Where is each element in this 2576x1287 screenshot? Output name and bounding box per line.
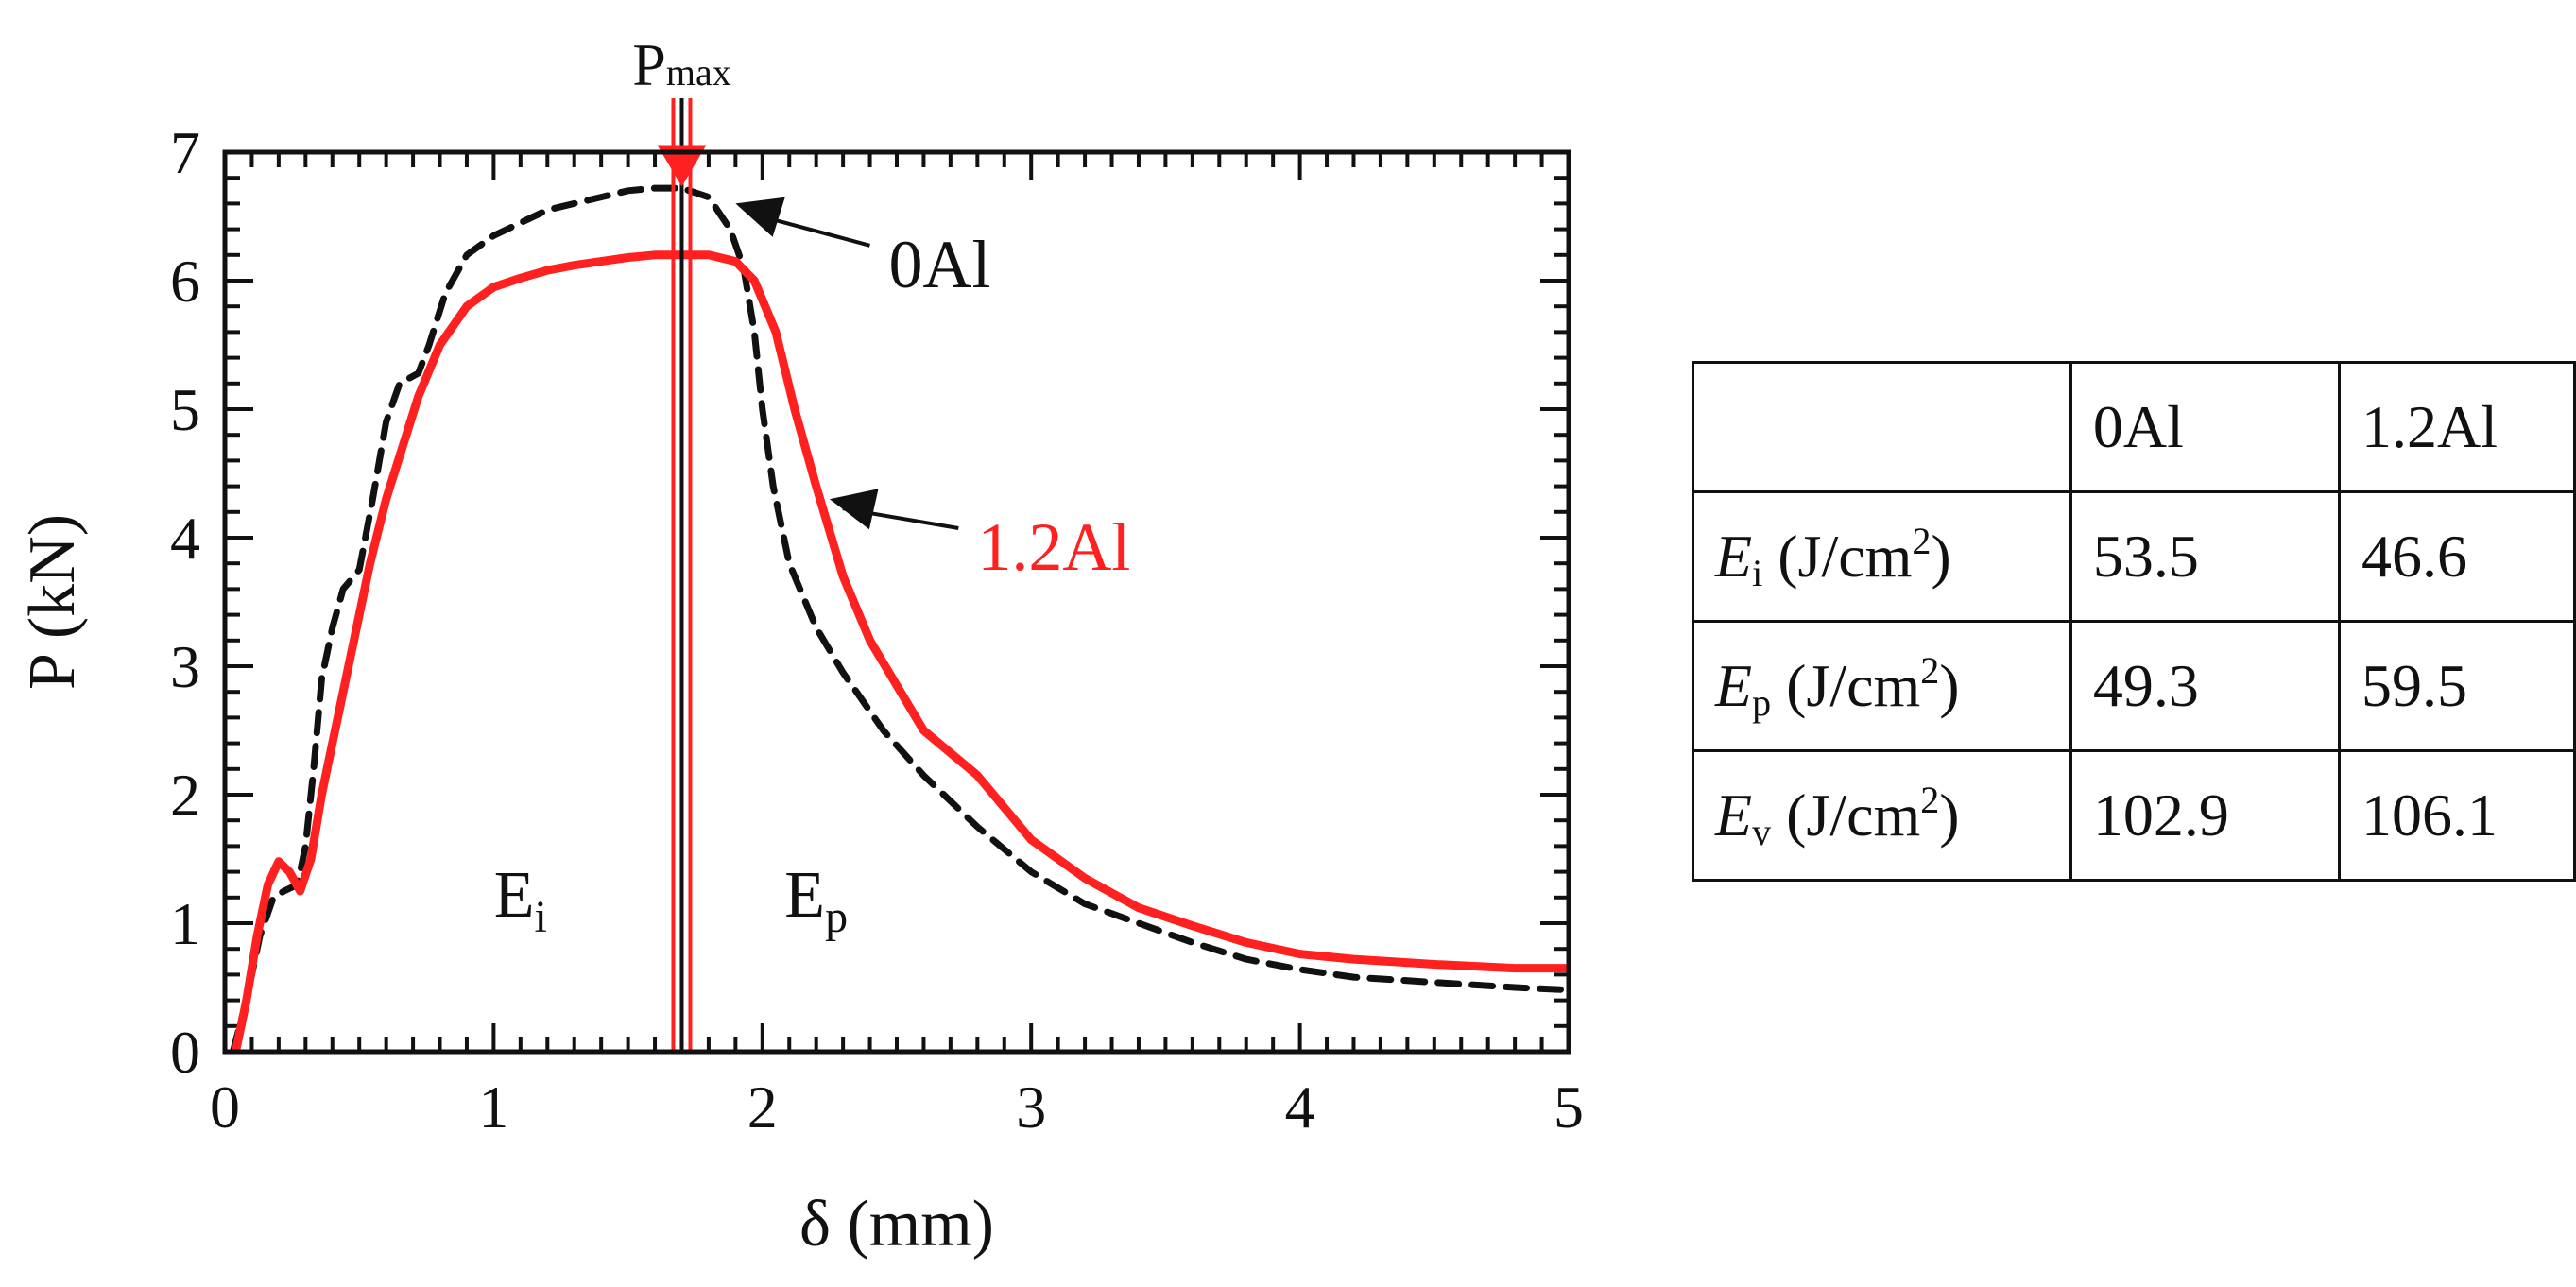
series-0al-line bbox=[230, 184, 1569, 1052]
x-tick-label: 4 bbox=[1285, 1073, 1315, 1141]
energy-subscript: p bbox=[1752, 681, 1772, 724]
energy-table: 0Al 1.2Al Ei (J/cm2) 53.5 46.6 Ep (J/cm2… bbox=[1692, 361, 2576, 882]
unit-close: ) bbox=[1939, 652, 1960, 719]
energy-unit: (J/cm bbox=[1771, 652, 1921, 719]
table-header-0al: 0Al bbox=[2069, 361, 2342, 493]
x-tick-label: 5 bbox=[1554, 1073, 1584, 1141]
series-label-12al: 1.2Al bbox=[977, 509, 1130, 585]
table-row: Ep (J/cm2) 49.3 59.5 bbox=[1692, 620, 2576, 752]
y-tick-label: 1 bbox=[170, 890, 200, 957]
unit-superscript: 2 bbox=[1920, 649, 1940, 692]
energy-symbol: E bbox=[1715, 523, 1753, 590]
table-header-corner bbox=[1692, 361, 2072, 493]
series-label-0al: 0Al bbox=[888, 227, 990, 302]
x-tick-label: 2 bbox=[747, 1073, 778, 1141]
unit-close: ) bbox=[1939, 781, 1960, 849]
y-tick-label: 0 bbox=[170, 1019, 200, 1086]
y-tick-label: 3 bbox=[170, 633, 200, 700]
pmax-arrow-marker bbox=[657, 145, 707, 187]
table-header-row: 0Al 1.2Al bbox=[1692, 361, 2576, 493]
energy-unit: (J/cm bbox=[1771, 781, 1921, 849]
energy-symbol: E bbox=[1715, 652, 1753, 719]
table-header-12al: 1.2Al bbox=[2338, 361, 2576, 493]
table-row: Ei (J/cm2) 53.5 46.6 bbox=[1692, 490, 2576, 623]
cell-ei-12al: 46.6 bbox=[2338, 490, 2576, 623]
unit-close: ) bbox=[1931, 523, 1951, 590]
series-label-12al-arrow-head bbox=[829, 489, 879, 530]
y-tick-label: 2 bbox=[170, 762, 200, 829]
y-axis-title: P (kN) bbox=[16, 514, 89, 690]
cell-ep-0al: 49.3 bbox=[2069, 620, 2342, 752]
y-tick-label: 7 bbox=[170, 119, 200, 186]
x-tick-label: 1 bbox=[478, 1073, 508, 1141]
unit-superscript: 2 bbox=[1912, 520, 1932, 562]
energy-subscript: v bbox=[1752, 811, 1772, 853]
region-label-ei: Ei bbox=[494, 859, 547, 942]
energy-subscript: i bbox=[1752, 552, 1763, 594]
cell-ei-0al: 53.5 bbox=[2069, 490, 2342, 623]
pmax-layer: Pmax bbox=[632, 31, 731, 1052]
row-label-ei: Ei (J/cm2) bbox=[1692, 490, 2072, 623]
cell-ev-0al: 102.9 bbox=[2069, 749, 2342, 882]
series-layer bbox=[230, 184, 1569, 1052]
cell-ev-12al: 106.1 bbox=[2338, 749, 2576, 882]
energy-symbol: E bbox=[1715, 781, 1753, 849]
y-tick-label: 4 bbox=[170, 505, 200, 572]
table-row: Ev (J/cm2) 102.9 106.1 bbox=[1692, 749, 2576, 882]
row-label-ep: Ep (J/cm2) bbox=[1692, 620, 2072, 752]
y-tick-label: 6 bbox=[170, 248, 200, 315]
y-tick-label: 5 bbox=[170, 376, 200, 443]
plot-frame bbox=[222, 149, 1571, 1055]
cell-ep-12al: 59.5 bbox=[2338, 620, 2576, 752]
region-label-ep: Ep bbox=[784, 859, 848, 942]
x-axis-title: δ (mm) bbox=[799, 1188, 994, 1261]
pmax-label: Pmax bbox=[632, 31, 730, 98]
tick-labels: 0 1 2 3 4 5 0 1 2 3 4 5 6 7 bbox=[170, 119, 1584, 1141]
annotation-layer: Ei Ep 0Al 1.2Al bbox=[494, 197, 1130, 942]
energy-unit: (J/cm bbox=[1762, 523, 1913, 590]
x-tick-label: 0 bbox=[210, 1073, 240, 1141]
series-12al-line bbox=[231, 250, 1569, 1052]
unit-superscript: 2 bbox=[1920, 779, 1940, 821]
x-tick-label: 3 bbox=[1016, 1073, 1046, 1141]
series-label-0al-arrow-head bbox=[735, 197, 785, 237]
row-label-ev: Ev (J/cm2) bbox=[1692, 749, 2072, 882]
